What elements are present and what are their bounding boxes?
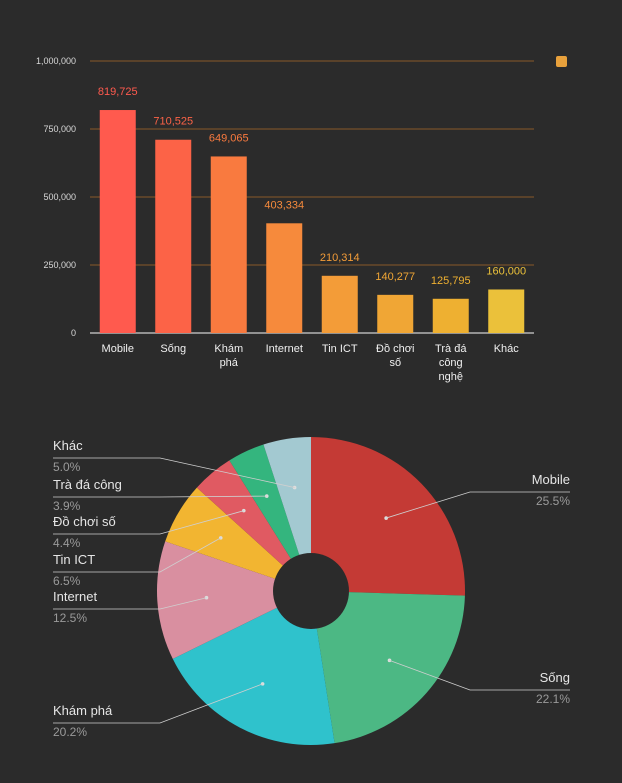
pie-label-percent: 20.2% — [53, 725, 87, 739]
callout-line — [53, 683, 263, 724]
bar-value-label: 125,795 — [431, 275, 471, 287]
bar-value-label: 160,000 — [486, 265, 526, 277]
callout-line — [386, 491, 570, 519]
pie-label-name: Tin ICT — [53, 552, 95, 567]
pie-label-percent: 25.5% — [536, 494, 570, 508]
bar — [266, 223, 303, 333]
x-tick-label: công — [439, 357, 463, 369]
pie-label-name: Mobile — [532, 472, 570, 487]
pie-slices — [157, 437, 465, 745]
pie-callouts: Mobile 25.5% Sống 22.1% Khám phá 20.2% Interne… — [53, 438, 570, 739]
pie-slice — [311, 591, 465, 744]
pie-label-name: Khác — [53, 438, 83, 453]
y-tick-label: 750,000 — [43, 124, 76, 134]
bar-value-label: 210,314 — [320, 252, 360, 264]
x-tick-label: Tin ICT — [322, 343, 358, 355]
x-tick-label: Đồ chơi — [376, 343, 414, 355]
pie-slice — [157, 541, 311, 659]
pie-slice — [311, 437, 465, 596]
callout-dot — [204, 595, 209, 600]
pie-center-hole — [273, 553, 349, 629]
y-tick-label: 500,000 — [43, 192, 76, 202]
pie-label-name: Internet — [53, 589, 97, 604]
y-tick-label: 1,000,000 — [36, 56, 76, 66]
bar — [99, 110, 136, 334]
bar-x-axis: Mobile Sống Khám phá Internet Tin ICT Đồ chơi s… — [102, 343, 520, 383]
bar-chart: 0 250,000 500,000 750,000 1,000,000 819,725 7… — [36, 56, 567, 383]
callout-line — [53, 510, 244, 535]
pie-label-percent: 6.5% — [53, 574, 81, 588]
pie-label-name: Trà đá công — [53, 477, 122, 492]
pie-label-name: Sống — [540, 670, 570, 685]
callout-line — [53, 597, 207, 610]
bar-value-label: 649,065 — [209, 132, 249, 144]
x-tick-label: Khám — [214, 343, 243, 355]
pie-label-name: Đồ chơi số — [53, 514, 116, 529]
bar — [155, 139, 192, 333]
x-tick-label: Khác — [494, 343, 520, 355]
pie-slice — [229, 444, 311, 591]
bar — [321, 275, 358, 333]
x-tick-label: số — [389, 357, 401, 369]
callout-line — [53, 495, 267, 498]
bar — [377, 294, 414, 333]
pie-slice — [165, 487, 311, 591]
bar-series — [99, 110, 525, 334]
pie-label-percent: 12.5% — [53, 611, 87, 625]
pie-label-percent: 4.4% — [53, 536, 81, 550]
callout-dot — [292, 485, 297, 490]
x-tick-label: Trà đá — [435, 343, 467, 355]
callout-line — [389, 659, 570, 691]
pie-chart: Mobile 25.5% Sống 22.1% Khám phá 20.2% Interne… — [53, 437, 570, 745]
y-tick-label: 250,000 — [43, 260, 76, 270]
bar-value-label: 819,725 — [98, 86, 138, 98]
bar — [210, 156, 247, 333]
pie-slice — [196, 460, 311, 591]
callout-dot — [264, 494, 269, 498]
bar-data-labels: 819,725 710,525 649,065 403,334 210,314 140,2… — [98, 86, 526, 287]
bar-value-label: 403,334 — [264, 199, 304, 211]
x-tick-label: nghệ — [439, 371, 463, 383]
legend-swatch — [556, 56, 567, 67]
callout-line — [53, 457, 295, 488]
y-tick-label: 0 — [71, 328, 76, 338]
pie-label-name: Khám phá — [53, 703, 113, 718]
x-tick-label: Internet — [266, 343, 303, 355]
pie-slice — [263, 437, 311, 591]
callout-line — [53, 537, 221, 573]
bar-y-axis: 0 250,000 500,000 750,000 1,000,000 — [36, 56, 76, 338]
bar — [488, 289, 525, 333]
pie-label-percent: 3.9% — [53, 499, 81, 513]
bar-value-label: 140,277 — [375, 271, 415, 283]
x-tick-label: phá — [220, 357, 239, 369]
pie-slice — [172, 591, 335, 745]
bar — [432, 298, 469, 333]
x-tick-label: Mobile — [102, 343, 134, 355]
callout-dot — [218, 536, 223, 540]
bar-value-label: 710,525 — [153, 116, 193, 128]
x-tick-label: Sống — [160, 343, 186, 355]
pie-label-percent: 5.0% — [53, 460, 81, 474]
pie-label-percent: 22.1% — [536, 692, 570, 706]
